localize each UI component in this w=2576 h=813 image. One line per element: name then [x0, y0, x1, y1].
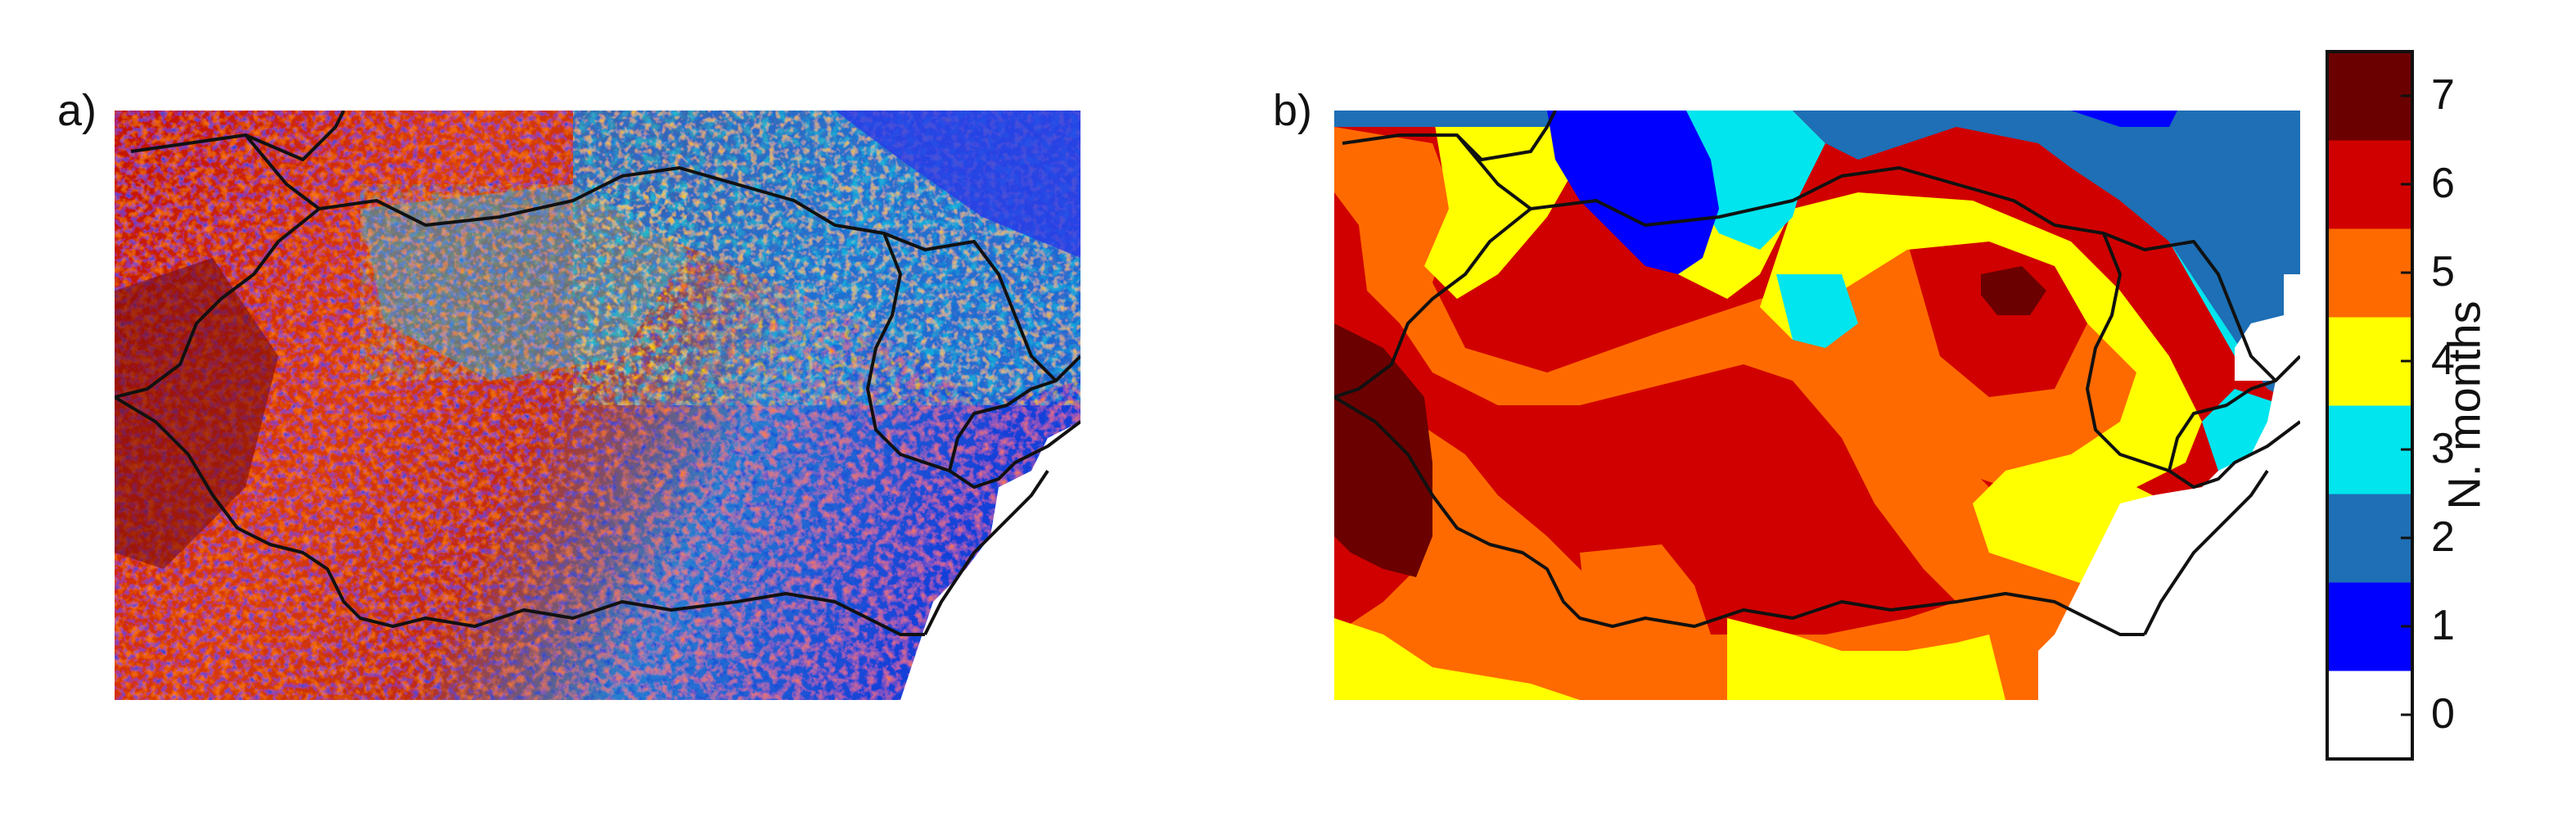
colorbar-tick-label-4: 4 — [2431, 336, 2455, 384]
contour-3-center-patch — [1776, 274, 1858, 348]
contour-0-sea — [2038, 356, 2300, 700]
contour-5-northeast — [1809, 233, 2169, 487]
border-delta — [948, 379, 1057, 472]
panel-b-contours — [1334, 111, 2300, 700]
panel-b-map — [1334, 111, 2300, 700]
contour-2-northeast — [1711, 111, 2300, 405]
colorbar-tick-label-7: 7 — [2431, 71, 2455, 119]
colorbar-tick-label-2: 2 — [2431, 513, 2455, 561]
colorbar-swatch-1 — [2327, 582, 2412, 671]
colorbar-swatch-6 — [2327, 140, 2412, 229]
colorbar-swatch-7 — [2327, 52, 2412, 141]
contour-1-northeast-strip — [2071, 111, 2177, 127]
colorbar-tick-label-5: 5 — [2431, 248, 2455, 296]
border-north — [244, 133, 1080, 382]
border-south — [1334, 395, 2145, 636]
colorbar-frame — [2326, 50, 2414, 761]
colorbar-swatch-2 — [2327, 494, 2412, 583]
raster-cyan-band — [360, 184, 688, 381]
border-west — [1334, 207, 1532, 399]
colorbar-swatches — [2326, 50, 2414, 761]
border-coast — [923, 469, 1049, 635]
colorbar-swatch-0 — [2327, 671, 2412, 760]
panel-a-borders — [115, 111, 1080, 636]
colorbar-tick-label-3: 3 — [2431, 425, 2455, 472]
panel-a-map — [115, 111, 1080, 700]
panel-b-label: b) — [1273, 86, 1313, 135]
border-east — [2086, 233, 2300, 489]
contour-4-southwest — [1334, 618, 1580, 700]
contour-4-south — [1727, 618, 2005, 700]
contour-7-northeast — [1981, 266, 2046, 315]
border-north — [1455, 133, 2300, 382]
border-south — [115, 395, 925, 636]
contour-6-central — [1334, 192, 1956, 635]
colorbar-tick-label-6: 6 — [2431, 160, 2455, 207]
panel-a-raster — [115, 111, 1080, 700]
colorbar-swatch-5 — [2327, 228, 2412, 318]
panel-b-borders — [1334, 111, 2300, 636]
contour-4-northwest — [1424, 111, 1580, 299]
panel-a-label: a) — [57, 86, 97, 135]
border-east — [866, 233, 1080, 489]
border-north-west — [1342, 111, 1557, 161]
raster-deep-blue-region — [835, 111, 1080, 258]
colorbar-tick-label-1: 1 — [2431, 602, 2455, 649]
raster-darkred-west — [115, 258, 278, 569]
border-coast — [2143, 469, 2269, 635]
colorbar-swatch-4 — [2327, 317, 2412, 406]
border-delta — [2168, 379, 2276, 472]
colorbar-swatch-3 — [2327, 405, 2412, 495]
contour-1-north — [1547, 111, 1719, 274]
border-north-west — [130, 111, 345, 161]
contour-2-northwest-strip — [1334, 111, 1563, 127]
colorbar-title: N. months — [2438, 300, 2490, 510]
border-west — [115, 207, 321, 399]
colorbar-tick-label-0: 0 — [2431, 690, 2455, 738]
colorbar — [2325, 49, 2415, 761]
